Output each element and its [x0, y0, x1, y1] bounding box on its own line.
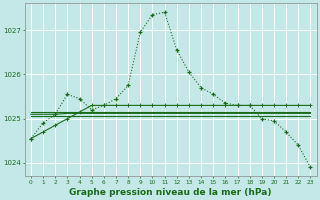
- X-axis label: Graphe pression niveau de la mer (hPa): Graphe pression niveau de la mer (hPa): [69, 188, 272, 197]
